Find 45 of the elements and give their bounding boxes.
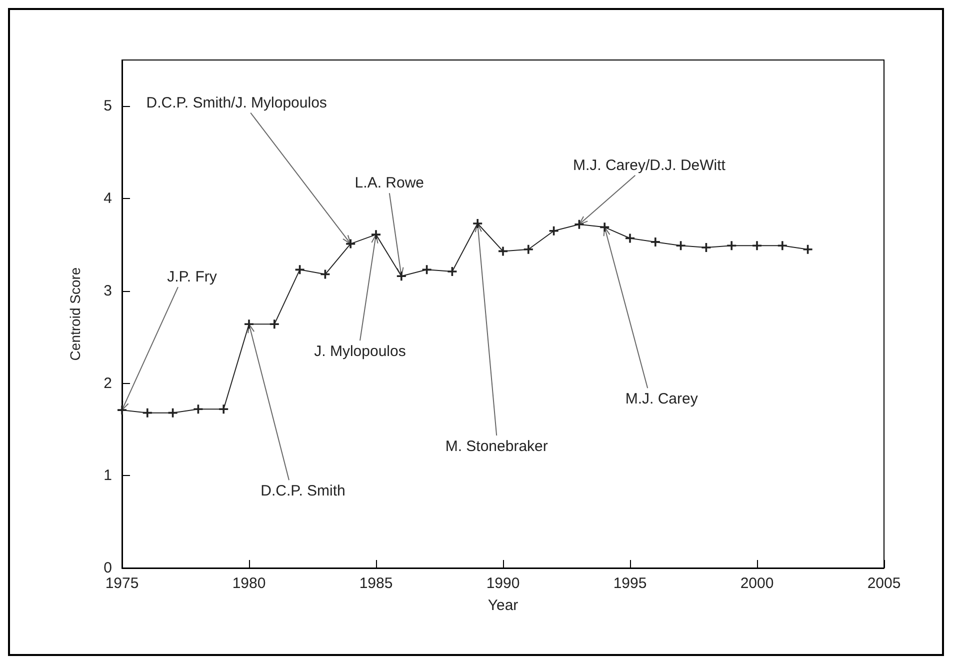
- point: [396, 272, 406, 281]
- point: [194, 404, 203, 414]
- point: [600, 222, 610, 232]
- annotation: J.P. Fry: [167, 268, 218, 286]
- annotation: M. Stonebraker: [445, 438, 548, 455]
- annotation: M.J. Carey: [625, 390, 698, 408]
- x-tick-label: 2000: [740, 575, 774, 592]
- y-tick-label: 1: [104, 467, 112, 484]
- y-tick-label: 5: [104, 98, 112, 115]
- y-tick-label: 0: [104, 560, 112, 576]
- x-tick-label: 1990: [486, 575, 520, 592]
- point: [118, 406, 126, 415]
- annotation: D.C.P. Smith: [260, 482, 346, 500]
- point: [372, 230, 380, 240]
- point: [244, 320, 254, 329]
- y-axis-title: Centroid Score: [67, 267, 83, 361]
- y-tick-label: 4: [104, 190, 112, 208]
- point: [448, 267, 457, 276]
- x-tick-label: 1980: [232, 575, 266, 592]
- point: [346, 239, 356, 248]
- point: [142, 408, 152, 418]
- point: [473, 218, 482, 228]
- point: [752, 241, 762, 250]
- x-tick-label: 1985: [359, 575, 393, 592]
- x-axis-title: Year: [488, 597, 518, 614]
- annotation: J. Mylopoulos: [314, 343, 406, 360]
- annotation: L.A. Rowe: [354, 174, 424, 192]
- point: [524, 244, 533, 254]
- annotation: M.J. Carey/D.J. DeWitt: [572, 156, 726, 174]
- point: [778, 241, 787, 250]
- y-tick-label: 2: [104, 374, 112, 392]
- point: [549, 226, 558, 236]
- annotation: D.C.P. Smith/J. Mylopoulos: [146, 94, 327, 112]
- point: [626, 234, 634, 243]
- point: [574, 220, 584, 229]
- point: [702, 243, 711, 252]
- point: [219, 404, 228, 414]
- point: [727, 241, 736, 250]
- y-tick-label: 3: [104, 282, 112, 300]
- x-tick-label: 2005: [867, 575, 901, 592]
- point: [650, 237, 660, 246]
- x-tick-label: 1975: [105, 575, 139, 592]
- point: [498, 246, 508, 256]
- x-tick-label: 1995: [613, 575, 647, 592]
- point: [270, 320, 279, 329]
